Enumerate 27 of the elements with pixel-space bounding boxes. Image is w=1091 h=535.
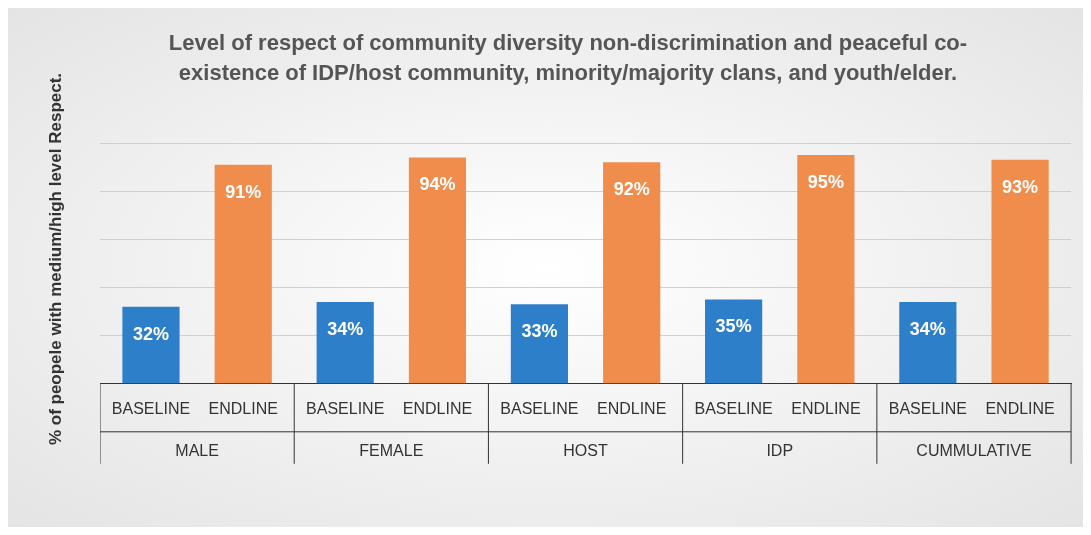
- series-label: ENDLINE: [791, 400, 861, 418]
- data-label: 92%: [613, 179, 650, 200]
- text: BASELINE: [111, 400, 191, 418]
- series-label: BASELINE: [500, 400, 579, 418]
- data-label: 93%: [1002, 176, 1039, 197]
- text: BASELINE: [306, 400, 385, 418]
- x-tick-label: FEMALE: [359, 441, 424, 459]
- text: ENDLINE: [985, 400, 1055, 418]
- data-label: 95%: [807, 172, 844, 193]
- data-label: 34%: [909, 318, 946, 339]
- text: BASELINE: [694, 400, 773, 418]
- data-label: 91%: [225, 181, 262, 202]
- y-axis-title: % of peopele with medium/high level Respect.: [45, 71, 66, 448]
- text: ENDLINE: [208, 400, 278, 418]
- text: ENDLINE: [402, 400, 473, 418]
- data-label: 35%: [715, 316, 752, 337]
- data-label: 33%: [521, 321, 558, 342]
- data-label: 34%: [327, 318, 364, 339]
- chart-title: Level of respect of community diversity non-discrimination and peaceful co-existence of IDP/host community, minority/majority clans, and youth/elder.: [167, 29, 969, 87]
- data-label: 94%: [419, 174, 456, 195]
- text: BASELINE: [888, 400, 967, 418]
- text: ENDLINE: [596, 400, 667, 418]
- x-tick-label: CUMMULATIVE: [916, 441, 1032, 459]
- x-tick-label: IDP: [766, 441, 794, 459]
- x-tick-label: MALE: [175, 441, 219, 459]
- data-label: 32%: [132, 323, 169, 344]
- x-tick-label: HOST: [563, 441, 608, 459]
